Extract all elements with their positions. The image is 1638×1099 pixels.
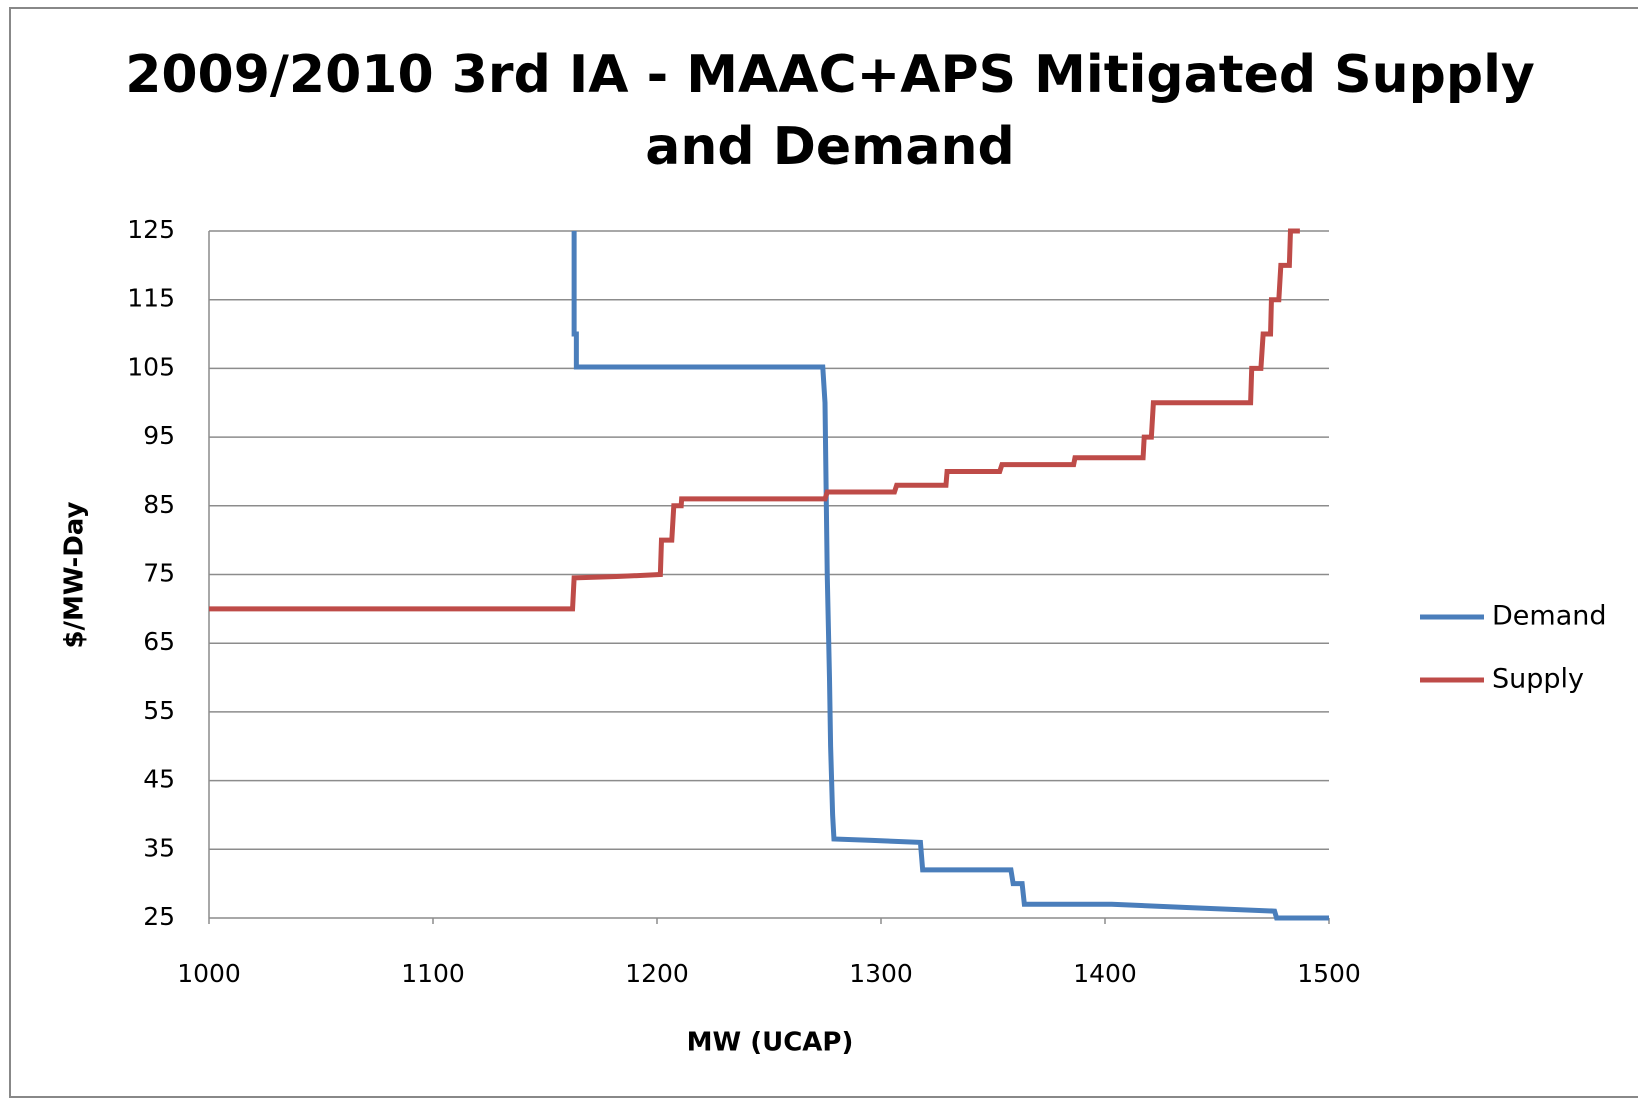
y-tick-label: 85 (143, 490, 175, 519)
series-line (571, 231, 1329, 921)
y-tick-label: 105 (127, 352, 175, 381)
y-tick-label: 115 (127, 284, 175, 313)
x-tick-label: 1500 (1297, 959, 1361, 988)
x-tick-label: 1000 (177, 959, 241, 988)
chart-border (9, 7, 1638, 1098)
x-tick-label: 1400 (1073, 959, 1137, 988)
y-tick-label: 75 (143, 559, 175, 588)
y-tick-label: 25 (143, 902, 175, 931)
chart-title: 2009/2010 3rd IA - MAAC+APS Mitigated Su… (125, 45, 1535, 105)
y-tick-label: 65 (143, 627, 175, 656)
legend-label: Demand (1492, 601, 1607, 632)
x-tick-label: 1300 (849, 959, 913, 988)
x-tick-label: 1200 (625, 959, 689, 988)
y-tick-label: 35 (143, 833, 175, 862)
chart-subtitle: and Demand (645, 117, 1014, 177)
y-tick-label: 125 (127, 215, 175, 244)
x-tick-label: 1100 (401, 959, 465, 988)
legend-label: Supply (1492, 664, 1584, 695)
y-tick-label: 45 (143, 765, 175, 794)
y-tick-label: 55 (143, 696, 175, 725)
series-line (209, 228, 1300, 612)
y-axis-label: $/MW-Day (60, 501, 90, 648)
x-axis-label: MW (UCAP) (687, 1028, 854, 1058)
y-tick-label: 95 (143, 421, 175, 450)
